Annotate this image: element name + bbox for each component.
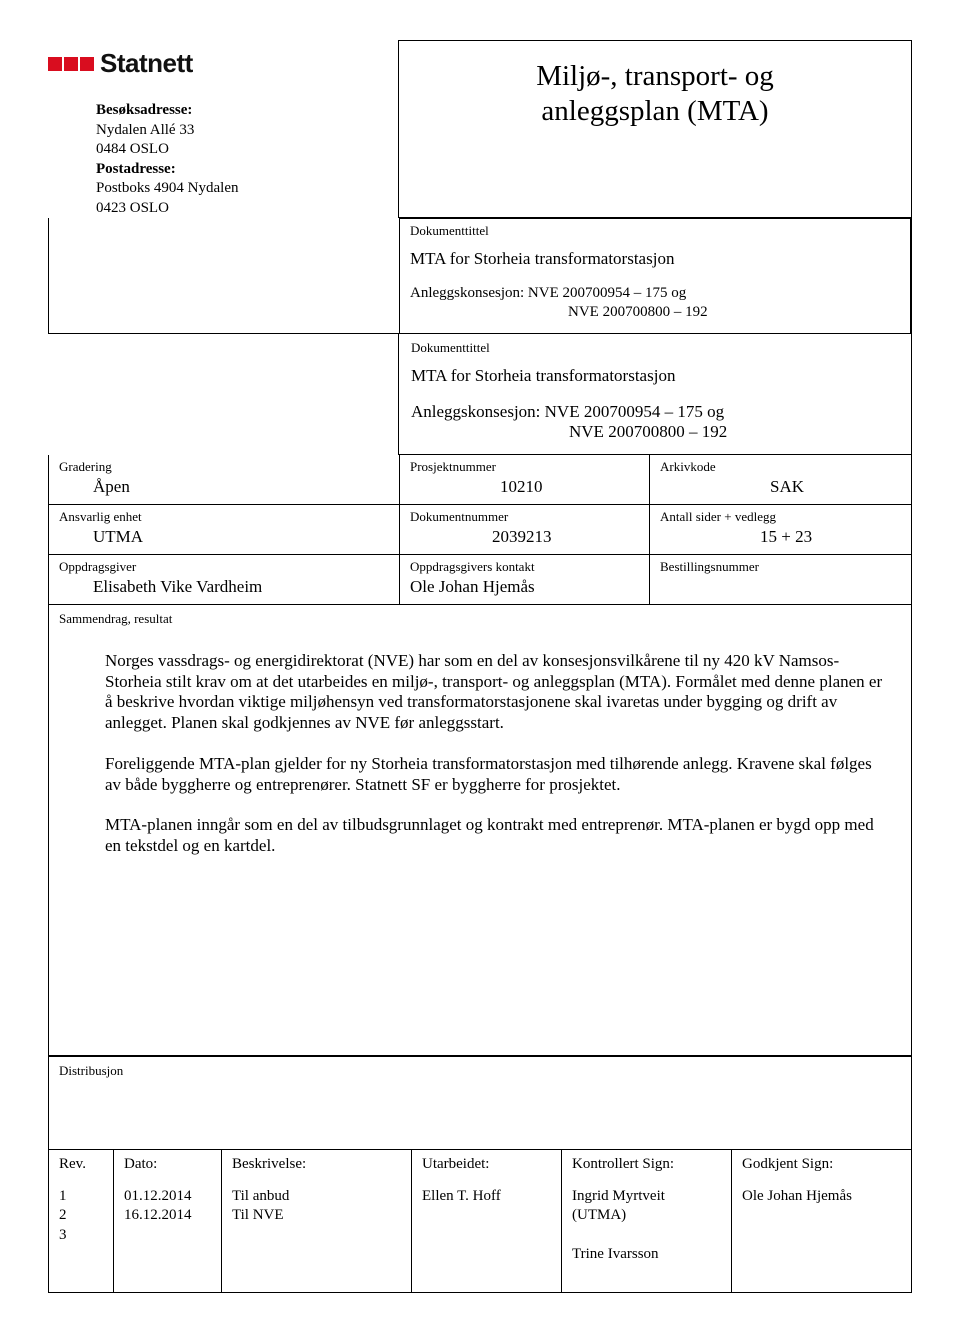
kontakt-label: Oppdragsgivers kontakt xyxy=(410,559,639,576)
anlegg-line2-2: NVE 200700800 – 192 xyxy=(410,303,900,323)
concession-line1: Anleggskonsesjon: NVE 200700954 – 175 og xyxy=(411,402,899,422)
besk-1: Til anbud xyxy=(232,1187,401,1207)
logo: Statnett xyxy=(48,48,398,79)
gradering-label: Gradering xyxy=(59,459,389,476)
summary-label: Sammendrag, resultat xyxy=(59,611,901,627)
rev-1: 1 xyxy=(59,1187,103,1207)
postal-address-line2: 0423 OSLO xyxy=(96,199,398,219)
visiting-address-line2: 0484 OSLO xyxy=(96,140,398,160)
prosjektnummer-label: Prosjektnummer xyxy=(410,459,639,476)
utarb-header: Utarbeidet: xyxy=(422,1156,551,1173)
kontr-1: Ingrid Myrtveit xyxy=(572,1187,721,1207)
main-title-line2: anleggsplan (MTA) xyxy=(423,94,887,129)
gradering-value: Åpen xyxy=(59,476,389,498)
arkivkode-value: SAK xyxy=(660,476,901,498)
godkj-1: Ole Johan Hjemås xyxy=(742,1187,901,1207)
visiting-address-label: Besøksadresse: xyxy=(96,101,398,121)
revision-table: Rev. 1 2 3 Dato: 01.12.2014 16.12.2014 B… xyxy=(48,1150,912,1294)
dato-2: 16.12.2014 xyxy=(124,1206,211,1226)
arkivkode-label: Arkivkode xyxy=(660,459,901,476)
oppdragsgiver-label: Oppdragsgiver xyxy=(59,559,389,576)
oppdragsgiver-value: Elisabeth Vike Vardheim xyxy=(59,576,389,598)
rev-2: 2 xyxy=(59,1206,103,1226)
ansvarlig-value: UTMA xyxy=(59,526,389,548)
prosjektnummer-value: 10210 xyxy=(410,476,639,498)
besk-header: Beskrivelse: xyxy=(232,1156,401,1173)
rev-3: 3 xyxy=(59,1226,103,1246)
dato-header: Dato: xyxy=(124,1156,211,1173)
distribusjon-label: Distribusjon xyxy=(59,1063,901,1079)
kontr-header: Kontrollert Sign: xyxy=(572,1156,721,1173)
summary-p2: Foreliggende MTA-plan gjelder for ny Sto… xyxy=(105,754,891,795)
doc-title-label-2: Dokumenttittel xyxy=(410,223,900,240)
postal-address-label: Postadresse: xyxy=(96,160,398,180)
kontr-2: (UTMA) xyxy=(572,1206,721,1226)
summary-p3: MTA-planen inngår som en del av tilbudsg… xyxy=(105,815,891,856)
visiting-address-line1: Nydalen Allé 33 xyxy=(96,121,398,141)
utarb-1: Ellen T. Hoff xyxy=(422,1187,551,1207)
main-title-box: Miljø-, transport- og anleggsplan (MTA) xyxy=(398,40,912,218)
doc-title-value-2: MTA for Storheia transformatorstasjon xyxy=(410,248,900,270)
anlegg-line1-2: Anleggskonsesjon: NVE 200700954 – 175 og xyxy=(410,284,900,304)
antall-label: Antall sider + vedlegg xyxy=(660,509,901,526)
logo-mark-icon xyxy=(48,57,94,71)
summary-p1: Norges vassdrags- og energidirektorat (N… xyxy=(105,651,891,734)
antall-value: 15 + 23 xyxy=(660,526,901,548)
dato-1: 01.12.2014 xyxy=(124,1187,211,1207)
document-title-label: Dokumenttittel xyxy=(411,340,899,356)
ansvarlig-label: Ansvarlig enhet xyxy=(59,509,389,526)
besk-2: Til NVE xyxy=(232,1206,401,1226)
concession-line2: NVE 200700800 – 192 xyxy=(411,422,899,442)
logo-text: Statnett xyxy=(100,48,193,79)
kontr-4: Trine Ivarsson xyxy=(572,1245,721,1265)
godkj-header: Godkjent Sign: xyxy=(742,1156,901,1173)
kontakt-value: Ole Johan Hjemås xyxy=(410,576,639,598)
document-title-value: MTA for Storheia transformatorstasjon xyxy=(411,366,899,386)
postal-address-line1: Postboks 4904 Nydalen xyxy=(96,179,398,199)
dokumentnummer-label: Dokumentnummer xyxy=(410,509,639,526)
rev-header: Rev. xyxy=(59,1156,103,1173)
main-title-line1: Miljø-, transport- og xyxy=(423,59,887,94)
bestilling-label: Bestillingsnummer xyxy=(660,559,901,576)
dokumentnummer-value: 2039213 xyxy=(410,526,639,548)
